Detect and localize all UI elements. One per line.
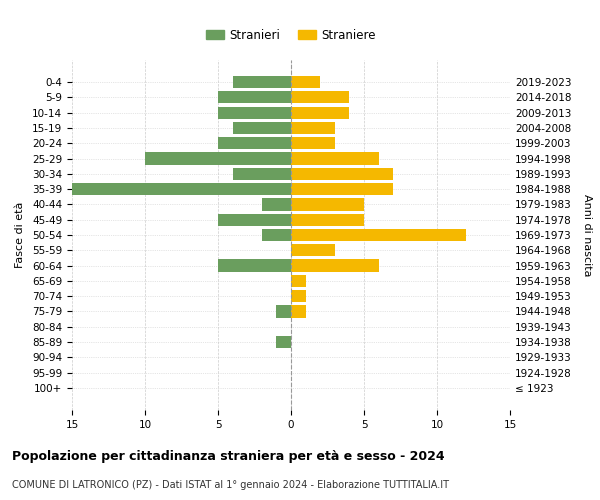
Bar xyxy=(291,214,364,226)
Bar xyxy=(291,229,466,241)
Bar xyxy=(291,275,305,287)
Bar xyxy=(277,306,291,318)
Bar xyxy=(262,198,291,210)
Bar xyxy=(291,168,393,180)
Bar xyxy=(291,91,349,104)
Legend: Stranieri, Straniere: Stranieri, Straniere xyxy=(201,24,381,46)
Bar xyxy=(291,260,379,272)
Bar xyxy=(291,198,364,210)
Bar xyxy=(277,336,291,348)
Y-axis label: Fasce di età: Fasce di età xyxy=(15,202,25,268)
Bar xyxy=(291,152,379,164)
Y-axis label: Anni di nascita: Anni di nascita xyxy=(583,194,592,276)
Bar xyxy=(218,260,291,272)
Bar xyxy=(262,229,291,241)
Bar xyxy=(72,183,291,195)
Bar xyxy=(291,290,305,302)
Bar xyxy=(233,122,291,134)
Bar xyxy=(291,183,393,195)
Bar xyxy=(145,152,291,164)
Bar xyxy=(291,244,335,256)
Text: Popolazione per cittadinanza straniera per età e sesso - 2024: Popolazione per cittadinanza straniera p… xyxy=(12,450,445,463)
Bar xyxy=(291,122,335,134)
Bar xyxy=(218,91,291,104)
Bar xyxy=(291,76,320,88)
Bar xyxy=(218,137,291,149)
Bar xyxy=(291,306,305,318)
Bar xyxy=(218,106,291,118)
Bar xyxy=(218,214,291,226)
Text: COMUNE DI LATRONICO (PZ) - Dati ISTAT al 1° gennaio 2024 - Elaborazione TUTTITAL: COMUNE DI LATRONICO (PZ) - Dati ISTAT al… xyxy=(12,480,449,490)
Bar xyxy=(233,168,291,180)
Bar xyxy=(233,76,291,88)
Bar xyxy=(291,137,335,149)
Bar xyxy=(291,106,349,118)
